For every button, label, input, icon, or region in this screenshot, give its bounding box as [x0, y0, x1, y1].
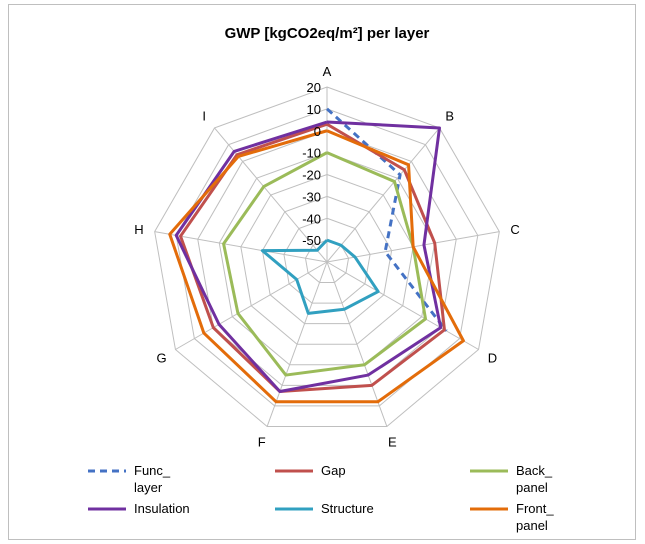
radial-tick-label: 0	[314, 124, 321, 139]
radial-tick-label: -20	[302, 168, 321, 183]
radial-tick-label: 10	[307, 102, 321, 117]
grid-ring	[261, 195, 393, 325]
radial-tick-label: -10	[302, 146, 321, 161]
chart-title: GWP [kgCO2eq/m²] per layer	[225, 25, 430, 42]
series-line-4	[260, 238, 380, 315]
category-label: G	[157, 351, 167, 366]
grid-ring	[175, 108, 479, 407]
chart-frame	[8, 4, 636, 540]
category-label: E	[388, 434, 397, 449]
grid-spoke	[175, 261, 328, 350]
grid-ring	[240, 173, 414, 345]
category-label: D	[488, 351, 497, 366]
radial-tick-label: 20	[307, 80, 321, 95]
grid-ring	[154, 86, 500, 427]
grid-spoke	[266, 261, 328, 427]
category-label: H	[134, 222, 143, 237]
grid-ring	[197, 130, 457, 386]
category-label: B	[445, 109, 454, 124]
grid-ring	[218, 152, 436, 366]
category-label: I	[202, 109, 206, 124]
grid-spoke	[326, 127, 440, 263]
radial-tick-label: -30	[302, 189, 321, 204]
category-label: F	[258, 434, 266, 449]
series-line-0	[325, 107, 448, 332]
grid-ring	[283, 217, 371, 304]
series-line-2	[222, 151, 428, 377]
series-line-1	[179, 122, 446, 394]
radial-tick-label: -40	[302, 211, 321, 226]
grid-spoke	[326, 261, 479, 350]
radial-tick-label: -50	[302, 233, 321, 248]
grid-spoke	[154, 231, 328, 263]
category-label: C	[510, 222, 519, 237]
category-label: A	[323, 64, 332, 79]
grid-spoke	[326, 261, 388, 427]
series-line-5	[168, 129, 465, 404]
